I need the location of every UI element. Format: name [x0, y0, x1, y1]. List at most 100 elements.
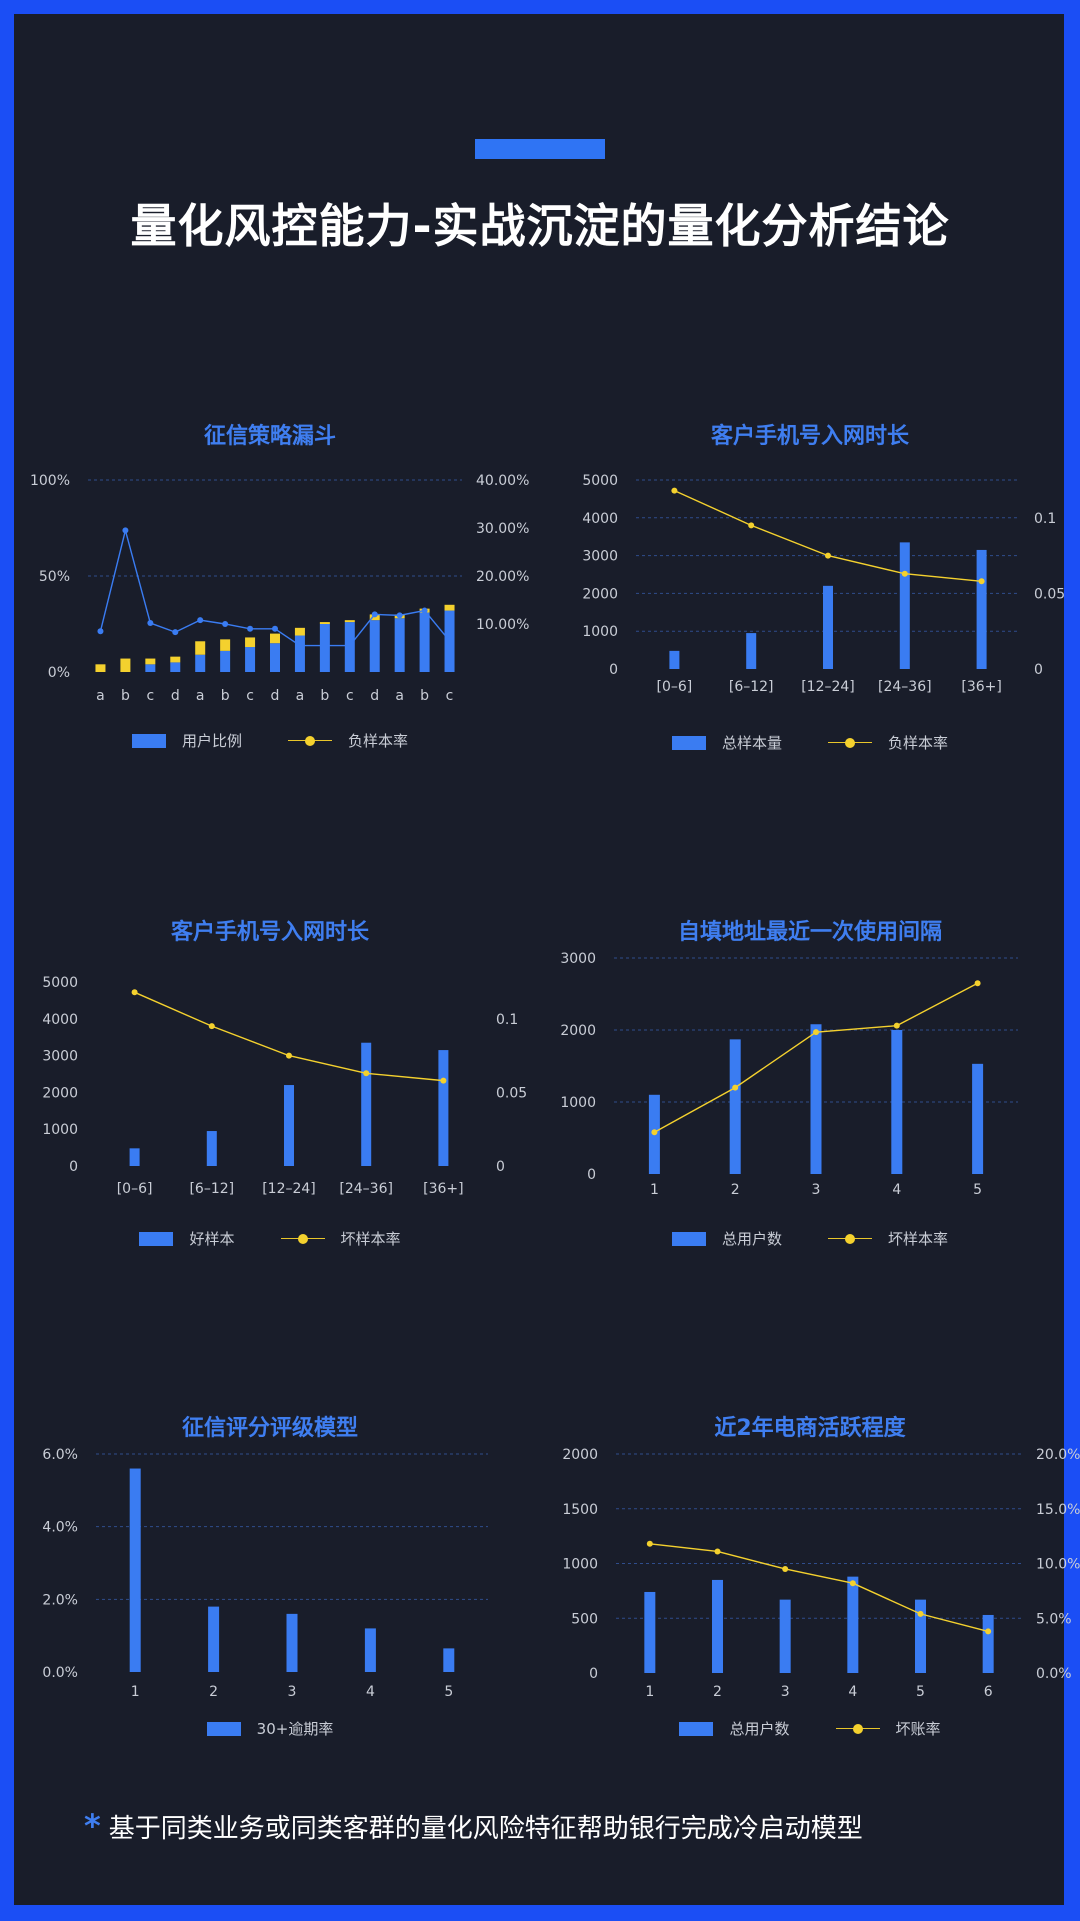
x-tick-label: [24–36]	[339, 1181, 393, 1197]
bar	[976, 549, 987, 669]
bar	[284, 1085, 294, 1166]
chart-plot: 0 1000 2000 3000 1 2 3 4 5	[560, 951, 1018, 1198]
bar	[899, 542, 910, 669]
bar	[270, 633, 280, 644]
footnote-text: 基于同类业务或同类客群的量化风险特征帮助银行完成冷启动模型	[108, 1814, 863, 1844]
legend-item: 用户比例	[131, 730, 242, 751]
line-point	[782, 1565, 789, 1572]
x-tick-label: 1	[645, 1684, 654, 1700]
y2-tick-label: 5.0%	[1036, 1611, 1072, 1627]
chart-plot: 0 500 1000 1500 2000 0.0% 5.0% 10.0% 15.0% 20.0% 1…	[562, 1447, 1080, 1700]
y-tick-label: 4000	[42, 1012, 78, 1028]
y-tick-label: 6.0%	[42, 1447, 78, 1463]
footnote: * 基于同类业务或同类客群的量化风险特征帮助银行完成冷启动模型	[84, 1807, 863, 1845]
y2-tick-label: 0.05	[1034, 586, 1065, 602]
line-point	[147, 620, 154, 627]
legend-label: 用户比例	[181, 732, 242, 750]
x-tick-label: 2	[713, 1684, 722, 1700]
legend-label: 负样本率	[888, 734, 949, 752]
y-tick-label: 2000	[42, 1085, 78, 1101]
x-tick-label: a	[196, 688, 205, 704]
bar	[220, 639, 231, 651]
bar	[823, 585, 833, 669]
line-point	[396, 612, 403, 619]
x-tick-label: 5	[973, 1182, 982, 1198]
line-point	[714, 1548, 721, 1555]
page-frame	[14, 14, 1064, 1905]
y-tick-label: 0%	[48, 665, 70, 681]
legend-label: 坏样本率	[888, 1230, 949, 1248]
line-point	[651, 1129, 658, 1136]
bar	[145, 658, 156, 665]
x-tick-label: [6–12]	[189, 1181, 234, 1197]
legend-bar-swatch	[206, 1721, 241, 1736]
bar	[95, 664, 106, 672]
line-point	[296, 642, 303, 649]
x-tick-label: b	[320, 688, 329, 704]
chart-legend: 总用户数 坏样本率	[540, 1228, 1080, 1249]
line-point	[440, 1077, 447, 1084]
line-point	[978, 578, 985, 585]
x-tick-label: a	[296, 688, 305, 704]
line-point	[247, 625, 254, 632]
line-point	[197, 617, 204, 624]
legend-label: 负样本率	[348, 732, 409, 750]
bar	[394, 618, 405, 672]
y2-tick-label: 30.00%	[476, 521, 529, 537]
line-point	[208, 1023, 215, 1030]
bar	[129, 1148, 140, 1166]
legend-line-swatch	[835, 1722, 880, 1736]
bar	[810, 1024, 822, 1174]
x-tick-label: c	[246, 688, 254, 704]
chart-legend: 用户比例 负样本率	[0, 730, 540, 751]
bar	[145, 664, 156, 672]
y-tick-label: 100%	[30, 473, 70, 489]
legend-item: 坏样本率	[828, 1228, 948, 1249]
legend-line-swatch	[280, 1232, 325, 1246]
bar	[729, 1039, 741, 1174]
chart-title: 客户手机号入网时长	[170, 920, 369, 945]
bar	[344, 620, 355, 623]
y-tick-label: 2.0%	[42, 1592, 78, 1608]
y-tick-label: 1000	[562, 1557, 598, 1573]
line-point	[825, 552, 831, 559]
chart-panel-ecommerce-activity: 近2年电商活跃程度 0 500 1000 1500 2000 0.0% 5.0% 10.0% 1…	[540, 1390, 1080, 1790]
series-line	[674, 489, 982, 583]
legend-label: 总样本量	[721, 734, 782, 752]
chart-panel-address-interval: 自填地址最近一次使用间隔 0 1000 2000 3000 1 2 3 4 5 总用户数 坏样本…	[540, 894, 1080, 1294]
x-tick-label: 3	[288, 1684, 297, 1700]
line-point	[222, 621, 229, 627]
chart-plot: 0.0% 2.0% 4.0% 6.0% 1 2 3 4 5	[42, 1447, 488, 1700]
chart-legend: 30+逾期率	[0, 1718, 540, 1739]
bar	[891, 1030, 903, 1174]
bar	[245, 647, 256, 672]
y2-tick-label: 0	[1034, 662, 1043, 678]
line-point	[446, 637, 453, 644]
chart-panel-credit-score: 征信评分评级模型 0.0% 2.0% 4.0% 6.0% 1 2 3 4 5 30+逾期率	[0, 1390, 540, 1790]
chart-title: 客户手机号入网时长	[710, 424, 909, 449]
bar	[220, 650, 231, 672]
legend-line-swatch	[828, 1232, 872, 1246]
line-point	[917, 1610, 924, 1617]
chart-title: 近2年电商活跃程度	[714, 1416, 906, 1441]
x-tick-label: 1	[650, 1182, 659, 1198]
y2-tick-label: 0.0%	[1036, 1666, 1072, 1682]
y-tick-label: 0	[589, 1666, 598, 1682]
y-tick-label: 5000	[582, 473, 618, 489]
line-point	[974, 980, 981, 987]
bar	[644, 1591, 656, 1673]
y-tick-label: 1000	[582, 624, 618, 640]
y-tick-label: 2000	[562, 1447, 598, 1463]
y2-tick-label: 0	[496, 1159, 505, 1175]
x-tick-label: 1	[131, 1684, 140, 1700]
chart-legend: 总用户数 坏账率	[540, 1718, 1080, 1739]
bar	[712, 1579, 723, 1673]
bar	[245, 637, 256, 648]
x-tick-label: b	[420, 688, 429, 704]
line-point	[421, 607, 428, 614]
line-point	[272, 625, 278, 632]
star-icon: *	[84, 1807, 101, 1845]
chart-panel-credit-funnel: 征信策略漏斗 0% 50% 100% 10.00% 20.00% 30.00% 40.00%…	[0, 398, 540, 798]
legend-bar-swatch	[131, 733, 166, 748]
x-tick-label: 2	[731, 1182, 740, 1198]
